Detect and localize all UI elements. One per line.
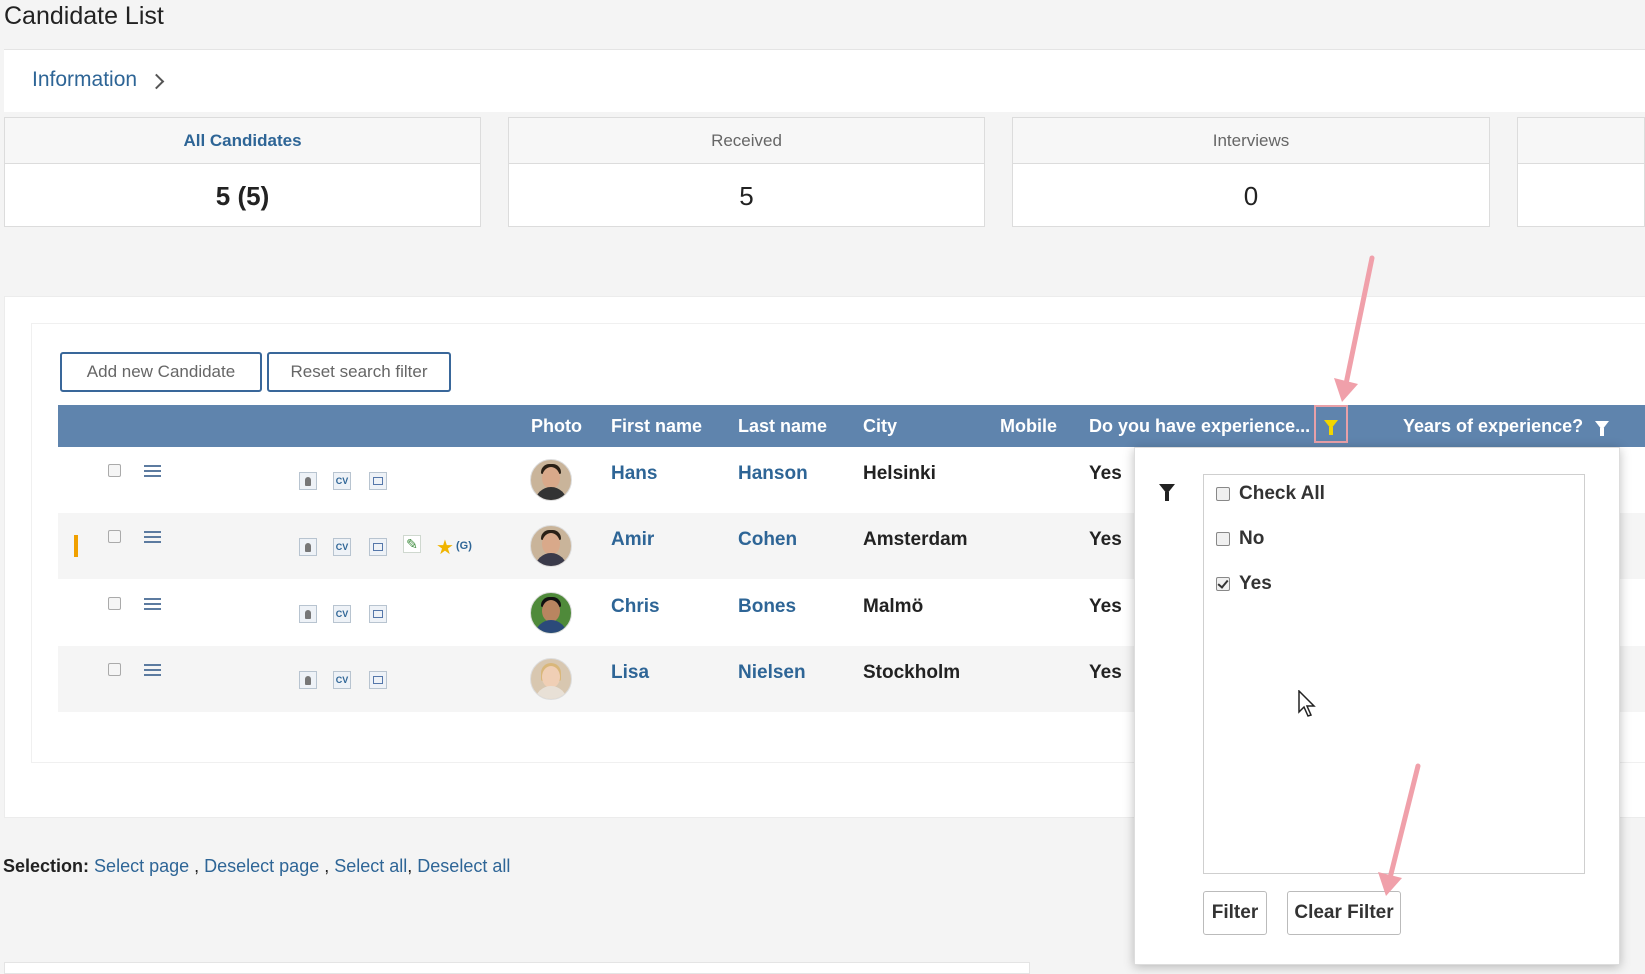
message-icon[interactable]: [369, 671, 387, 689]
deselect-all-link[interactable]: Deselect all: [417, 856, 511, 876]
page-title: Candidate List: [4, 2, 164, 30]
header-mobile[interactable]: Mobile: [1000, 416, 1057, 436]
option-checkbox[interactable]: [1216, 532, 1230, 546]
row-checkbox[interactable]: [108, 663, 121, 676]
experience-cell: Yes: [1089, 596, 1122, 617]
filter-icon[interactable]: [1595, 421, 1610, 436]
selection-label: Selection:: [3, 856, 90, 876]
rating-tag: (G): [456, 540, 472, 552]
row-status-marker: [74, 535, 78, 557]
option-label: No: [1239, 528, 1265, 549]
star-icon[interactable]: ★: [436, 537, 454, 559]
last-name-link[interactable]: Hanson: [738, 463, 808, 484]
breadcrumb-label[interactable]: Information: [32, 68, 138, 91]
stat-card-all-candidates[interactable]: All Candidates 5 (5): [4, 117, 481, 227]
grid-header: Photo First name Last name City Mobile D…: [58, 405, 1645, 447]
reset-search-filter-button[interactable]: Reset search filter: [267, 352, 451, 392]
experience-cell: Yes: [1089, 529, 1122, 550]
option-checkbox[interactable]: [1216, 577, 1230, 591]
city-cell: Stockholm: [863, 662, 961, 683]
selection-bar: Selection: Select page , Deselect page ,…: [3, 856, 511, 876]
stat-label: All Candidates: [5, 118, 480, 164]
mouse-cursor-icon: [1298, 690, 1316, 717]
filter-button[interactable]: Filter: [1203, 891, 1267, 935]
profile-icon[interactable]: [299, 671, 317, 689]
cv-icon[interactable]: CV: [333, 538, 351, 556]
message-icon[interactable]: [369, 605, 387, 623]
filter-option-no[interactable]: No: [1216, 528, 1264, 550]
header-first-name[interactable]: First name: [611, 416, 703, 436]
profile-icon[interactable]: [299, 472, 317, 490]
first-name-link[interactable]: Lisa: [611, 662, 650, 683]
table-row[interactable]: CV Chris Bones Malmö Yes: [58, 580, 1645, 646]
message-icon[interactable]: [369, 472, 387, 490]
avatar: [530, 459, 572, 501]
cv-icon[interactable]: CV: [333, 605, 351, 623]
row-checkbox[interactable]: [108, 464, 121, 477]
first-name-link[interactable]: Chris: [611, 596, 660, 617]
avatar: [530, 658, 572, 700]
city-cell: Malmö: [863, 596, 924, 617]
table-row[interactable]: CV Hans Hanson Helsinki Yes: [58, 447, 1645, 513]
cv-icon[interactable]: CV: [333, 472, 351, 490]
last-name-link[interactable]: Nielsen: [738, 662, 806, 683]
last-name-link[interactable]: Cohen: [738, 529, 798, 550]
edit-icon[interactable]: ✎: [403, 535, 421, 553]
experience-cell: Yes: [1089, 463, 1122, 484]
header-city[interactable]: City: [863, 416, 898, 436]
avatar: [530, 525, 572, 567]
stat-label: Interviews: [1013, 118, 1489, 164]
filter-icon: [1324, 419, 1338, 435]
row-menu-icon[interactable]: [144, 664, 161, 676]
stat-value: 0: [1243, 180, 1259, 211]
filter-option-check-all[interactable]: Check All: [1216, 483, 1325, 505]
city-cell: Helsinki: [863, 463, 936, 484]
option-checkbox[interactable]: [1216, 487, 1230, 501]
profile-icon[interactable]: [299, 538, 317, 556]
option-label: Yes: [1239, 573, 1272, 594]
first-name-link[interactable]: Amir: [611, 529, 655, 550]
stat-card-received[interactable]: Received 5: [508, 117, 985, 227]
row-menu-icon[interactable]: [144, 598, 161, 610]
stat-label: Received: [509, 118, 984, 164]
stat-card-partial[interactable]: [1517, 117, 1645, 227]
breadcrumb-bar: Information: [4, 49, 1645, 112]
header-photo[interactable]: Photo: [531, 416, 582, 436]
profile-icon[interactable]: [299, 605, 317, 623]
header-last-name[interactable]: Last name: [738, 416, 828, 436]
deselect-page-link[interactable]: Deselect page: [204, 856, 320, 876]
row-checkbox[interactable]: [108, 597, 121, 610]
message-icon[interactable]: [369, 538, 387, 556]
experience-cell: Yes: [1089, 662, 1122, 683]
stat-card-interviews[interactable]: Interviews 0: [1012, 117, 1490, 227]
select-page-link[interactable]: Select page: [94, 856, 190, 876]
filter-options-list[interactable]: Check All No Yes: [1203, 474, 1585, 874]
row-checkbox[interactable]: [108, 530, 121, 543]
clear-filter-button[interactable]: Clear Filter: [1287, 891, 1401, 935]
row-menu-icon[interactable]: [144, 531, 161, 543]
row-menu-icon[interactable]: [144, 465, 161, 477]
filter-icon: [1159, 484, 1175, 501]
experience-filter-button[interactable]: [1314, 405, 1348, 443]
header-years-label: Years of experience?: [1403, 416, 1584, 436]
city-cell: Amsterdam: [863, 529, 968, 550]
last-name-link[interactable]: Bones: [738, 596, 797, 617]
add-new-candidate-button[interactable]: Add new Candidate: [60, 352, 262, 392]
breadcrumb[interactable]: Information: [32, 68, 165, 92]
header-experience[interactable]: Do you have experience...: [1089, 416, 1311, 436]
header-years[interactable]: Years of experience?: [1403, 416, 1610, 437]
option-label: Check All: [1239, 483, 1325, 504]
filter-option-yes[interactable]: Yes: [1216, 573, 1272, 595]
cv-icon[interactable]: CV: [333, 671, 351, 689]
filter-popup: Check All No Yes Filter Clear Filter: [1134, 447, 1620, 965]
stat-value: 5: [739, 180, 754, 211]
stat-value: 5 (5): [215, 180, 270, 211]
avatar: [530, 592, 572, 634]
select-all-link[interactable]: Select all: [334, 856, 408, 876]
first-name-link[interactable]: Hans: [611, 463, 658, 484]
stat-label-empty: [1518, 118, 1644, 164]
